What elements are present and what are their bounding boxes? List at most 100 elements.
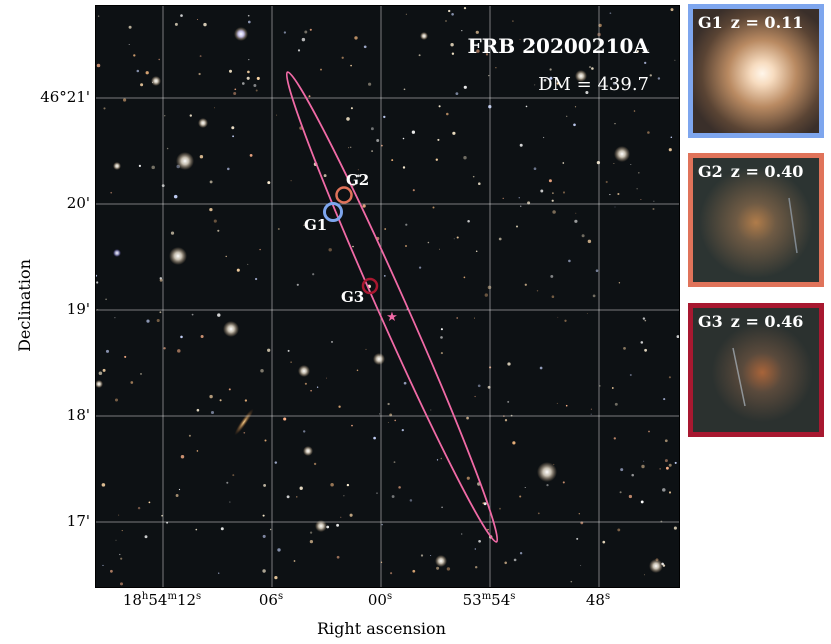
background-star (218, 572, 220, 574)
background-star (217, 313, 221, 317)
background-star (217, 229, 220, 232)
background-star (566, 115, 568, 117)
background-star (140, 372, 142, 375)
background-star (502, 197, 504, 199)
background-star (351, 424, 353, 427)
background-star (105, 298, 107, 301)
background-star (231, 126, 235, 130)
background-star (513, 558, 517, 562)
background-star (161, 184, 165, 188)
background-star (363, 45, 367, 49)
g3-inset-redshift: z = 0.46 (730, 312, 804, 331)
background-star (642, 317, 646, 320)
background-star (180, 14, 183, 17)
figure-title: FRB 20200210A (467, 34, 649, 58)
background-star (277, 228, 280, 230)
background-star (585, 90, 589, 95)
bright-star (614, 146, 630, 162)
background-star (498, 237, 502, 241)
background-star (451, 52, 455, 55)
background-star (158, 58, 160, 61)
background-star (247, 14, 250, 17)
background-star (452, 131, 456, 135)
background-star (323, 174, 327, 178)
background-star (105, 349, 110, 353)
x-tick: 48s (586, 591, 610, 609)
g3-marker (361, 277, 379, 295)
background-star (614, 402, 618, 406)
bright-star (537, 462, 557, 482)
background-star (274, 461, 278, 464)
background-star (384, 228, 387, 230)
x-tick-seconds: 00 (367, 591, 387, 609)
g1-inset-label: G1 z = 0.11 (698, 13, 803, 32)
background-star (309, 531, 313, 534)
g2-tag: G2 (346, 171, 370, 189)
background-star (596, 160, 601, 165)
background-star (435, 158, 438, 161)
g1-marker (323, 202, 343, 222)
x-tick-m-unit: m (167, 591, 177, 602)
background-star (657, 77, 661, 80)
x-tick-s-unit: s (510, 591, 516, 602)
background-star (551, 199, 554, 202)
background-star (617, 528, 621, 532)
background-star (519, 38, 521, 40)
background-star (518, 197, 520, 199)
background-star (350, 107, 353, 110)
background-star (297, 49, 301, 52)
background-star (640, 500, 644, 504)
background-star (418, 54, 421, 57)
background-star (552, 192, 554, 194)
background-star (209, 180, 213, 184)
background-star (338, 405, 341, 408)
background-star (436, 566, 440, 570)
background-star (574, 106, 577, 108)
background-star (246, 76, 250, 80)
background-star (430, 555, 432, 557)
background-star (441, 506, 443, 509)
background-star (432, 206, 435, 209)
background-star (387, 402, 390, 406)
background-star (133, 54, 136, 57)
background-galaxy (234, 408, 254, 436)
background-star (220, 527, 224, 531)
bright-star (223, 321, 239, 337)
background-star (381, 523, 383, 526)
background-star (309, 28, 312, 31)
background-star (533, 42, 535, 44)
background-star (440, 328, 443, 331)
background-star (648, 430, 650, 433)
x-tick-seconds: 12 (176, 591, 197, 609)
background-star (427, 241, 430, 244)
background-star (244, 399, 248, 402)
background-star (617, 192, 620, 196)
background-star (391, 159, 394, 162)
background-star (101, 483, 106, 487)
background-star (290, 180, 292, 182)
y-tick: 19' (66, 300, 90, 318)
background-star (564, 319, 567, 322)
background-star (668, 463, 672, 467)
background-star (466, 416, 469, 419)
background-star (546, 483, 549, 487)
background-star (296, 283, 299, 286)
background-star (262, 514, 265, 517)
background-star (539, 366, 543, 370)
background-star (173, 194, 178, 199)
background-star (576, 537, 579, 540)
y-tick: 18' (66, 406, 90, 424)
background-star (371, 150, 374, 153)
background-star (159, 278, 163, 282)
background-star (267, 181, 271, 185)
background-star (665, 466, 669, 470)
background-star (389, 413, 393, 417)
background-star (175, 494, 179, 497)
background-star (640, 199, 642, 201)
g2-marker (335, 186, 353, 204)
background-star (519, 143, 523, 147)
x-tick: 18h54m12s (123, 591, 201, 609)
background-star (102, 368, 106, 372)
background-star (380, 561, 383, 563)
background-star (678, 451, 679, 452)
